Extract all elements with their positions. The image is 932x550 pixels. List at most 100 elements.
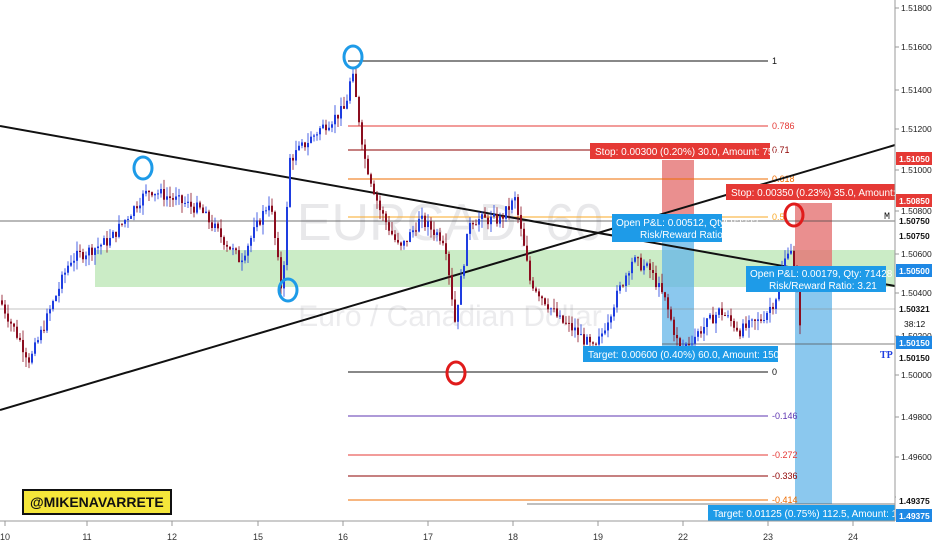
candle-body — [589, 336, 591, 343]
candle-body — [40, 329, 42, 341]
candle-body — [706, 318, 708, 327]
candle-body — [538, 291, 540, 297]
time-tick-label: 19 — [593, 532, 603, 542]
candle-body — [511, 200, 513, 210]
candle-body — [352, 73, 354, 82]
candle-body — [268, 205, 270, 211]
candle-body — [229, 246, 231, 250]
candle-body — [478, 218, 480, 225]
price-label-tag — [896, 229, 932, 242]
candle-body — [190, 201, 192, 207]
candle-body — [148, 190, 150, 193]
price-tick-label: 1.51600 — [901, 42, 932, 52]
candle-body — [661, 283, 663, 293]
swing-marker-circle — [132, 155, 154, 181]
price-label-tag — [896, 351, 932, 364]
trade2-target-label: Target: 0.01125 (0.75%) 112.5, Amount: 1… — [713, 509, 903, 520]
candle-body — [334, 114, 336, 125]
candle-body — [364, 144, 366, 159]
candle-body — [553, 308, 555, 310]
candle-body — [187, 201, 189, 203]
countdown-bg — [896, 317, 932, 330]
candle-body — [550, 308, 552, 310]
trade1-pl-label-bg — [612, 214, 722, 242]
trade2-stop-label: Stop: 0.00350 (0.23%) 35.0, Amount: 75 — [731, 188, 910, 199]
candle-body — [499, 216, 501, 224]
candle-body — [487, 217, 489, 225]
candle-body — [574, 327, 576, 331]
candle-body — [10, 321, 12, 324]
candle-body — [232, 248, 234, 250]
marker-m: M — [884, 212, 890, 223]
candle-body — [442, 240, 444, 244]
candle-body — [784, 258, 786, 271]
candle-body — [67, 265, 69, 273]
candle-body — [235, 248, 237, 251]
candle-body — [46, 313, 48, 331]
candle-body — [154, 193, 156, 196]
candle-body — [214, 223, 216, 228]
candle-body — [358, 97, 360, 123]
candle-body — [163, 188, 165, 200]
time-tick-label: 11 — [82, 532, 91, 542]
candle-body — [247, 245, 249, 256]
candle-body — [688, 343, 690, 345]
candle-body — [610, 316, 612, 323]
candle-body — [565, 322, 567, 324]
candle-body — [709, 314, 711, 319]
candle-body — [340, 106, 342, 119]
price-tick-label: 1.51400 — [901, 85, 932, 95]
candle-body — [367, 158, 369, 175]
candle-body — [715, 314, 717, 324]
price-tick-label: 1.51000 — [901, 165, 932, 175]
candle-body — [88, 247, 90, 256]
candle-body — [757, 319, 759, 321]
candle-body — [403, 240, 405, 246]
candle-body — [52, 301, 54, 310]
candle-body — [277, 238, 279, 258]
candle-body — [598, 336, 600, 345]
candle-body — [97, 246, 99, 249]
countdown-label: 38:12 — [904, 319, 926, 329]
candle-body — [349, 81, 351, 101]
candle-body — [79, 250, 81, 253]
candle-body — [415, 230, 417, 232]
candle-body — [37, 340, 39, 343]
candle-body — [118, 223, 120, 237]
candle-body — [286, 206, 288, 266]
candle-body — [301, 142, 303, 146]
candle-body — [256, 220, 258, 228]
candle-body — [1, 300, 3, 305]
trade1-target-label-bg — [583, 346, 778, 362]
candle-body — [70, 262, 72, 266]
candle-body — [505, 206, 507, 219]
candle-body — [238, 250, 240, 263]
candle-body — [22, 339, 24, 353]
fib-level-label: 0 — [772, 367, 777, 377]
candle-body — [568, 322, 570, 324]
trade2-target-label-bg — [708, 505, 895, 521]
candle-body — [754, 319, 756, 321]
price-tick-label: 1.50400 — [901, 288, 932, 298]
candle-body — [727, 315, 729, 317]
candle-body — [388, 222, 390, 231]
candle-body — [418, 218, 420, 232]
price-label-tag-text: 1.50750 — [899, 231, 930, 241]
candle-body — [130, 216, 132, 219]
price-label-tag-text: 1.50850 — [899, 196, 930, 206]
candle-body — [766, 312, 768, 320]
marker-tp: TP — [880, 350, 893, 361]
candle-body — [145, 190, 147, 194]
candle-body — [226, 244, 228, 247]
time-tick-label: 22 — [678, 532, 688, 542]
author-handle: @MIKENAVARRETE — [22, 489, 172, 515]
candle-body — [502, 216, 504, 219]
candle-body — [319, 128, 321, 135]
candle-body — [307, 142, 309, 148]
candle-body — [673, 319, 675, 335]
price-label-tag-text: 1.50150 — [899, 338, 930, 348]
candle-body — [595, 343, 597, 345]
candle-body — [529, 260, 531, 281]
candle-body — [172, 198, 174, 200]
